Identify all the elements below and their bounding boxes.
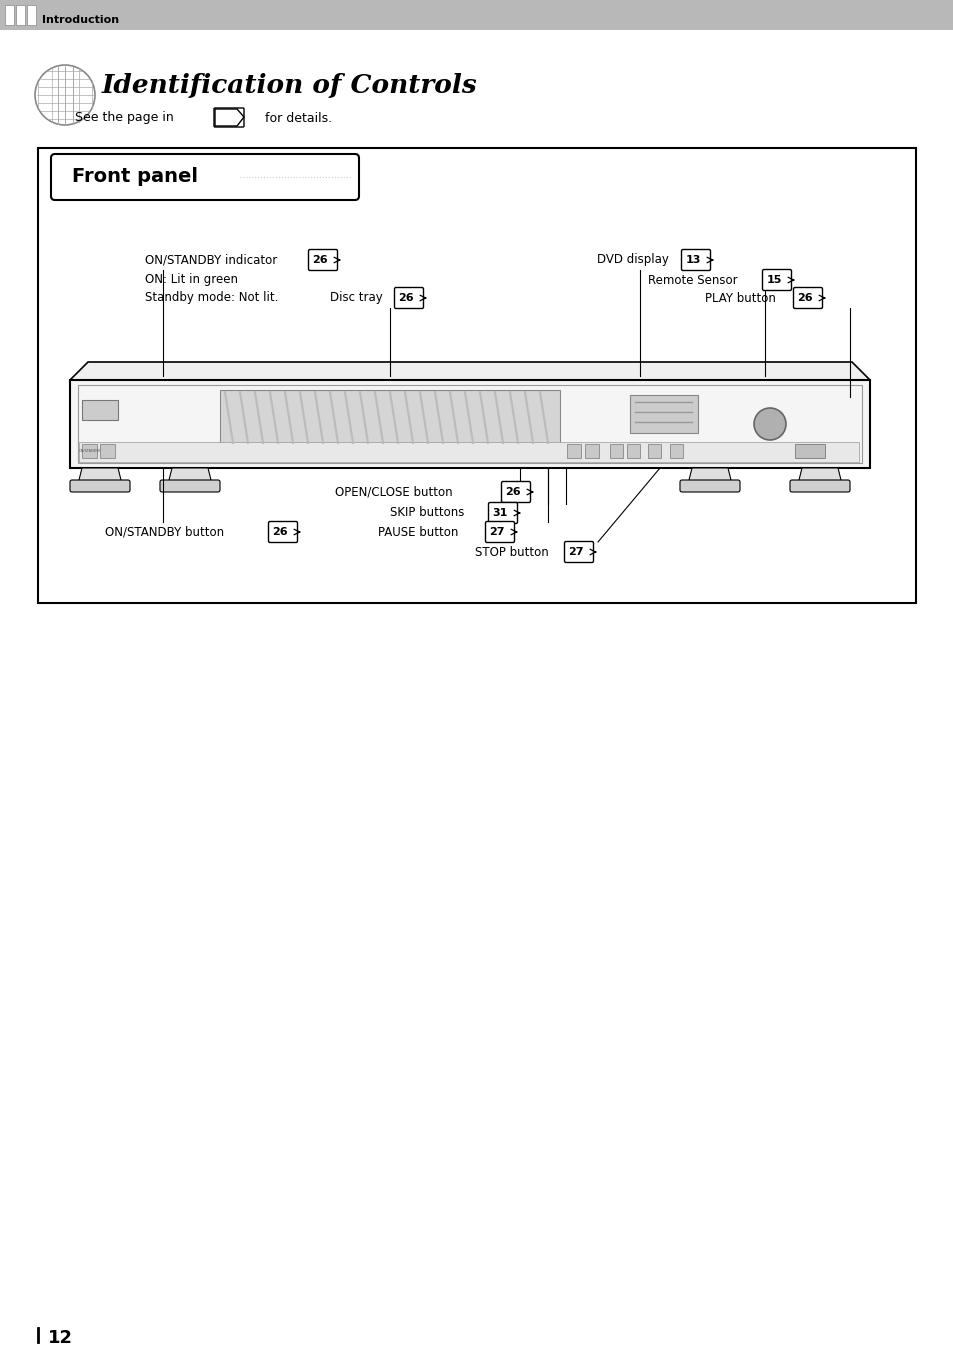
Text: 15: 15 xyxy=(765,274,781,285)
Text: 27: 27 xyxy=(489,527,504,537)
Bar xyxy=(626,443,639,458)
Polygon shape xyxy=(78,468,122,484)
Circle shape xyxy=(753,408,785,439)
FancyBboxPatch shape xyxy=(564,542,593,562)
Bar xyxy=(79,442,858,462)
Bar xyxy=(669,443,682,458)
Text: Introduction: Introduction xyxy=(42,15,119,24)
Text: See the page in: See the page in xyxy=(75,111,173,124)
Bar xyxy=(609,443,622,458)
FancyBboxPatch shape xyxy=(501,481,530,503)
FancyBboxPatch shape xyxy=(70,480,130,492)
Bar xyxy=(220,389,559,445)
Bar xyxy=(100,443,115,458)
FancyBboxPatch shape xyxy=(395,288,423,308)
FancyBboxPatch shape xyxy=(160,480,220,492)
FancyBboxPatch shape xyxy=(679,480,740,492)
Bar xyxy=(70,380,869,468)
Text: ON/STANDBY button: ON/STANDBY button xyxy=(105,526,224,538)
Bar xyxy=(0,0,953,30)
Polygon shape xyxy=(797,468,841,484)
Bar xyxy=(78,385,862,462)
Text: 26: 26 xyxy=(312,256,328,265)
Text: STOP button: STOP button xyxy=(475,545,548,558)
Bar xyxy=(566,443,580,458)
Bar xyxy=(794,443,824,458)
Bar xyxy=(647,443,660,458)
Bar xyxy=(82,400,118,420)
Polygon shape xyxy=(214,110,244,126)
Text: OPEN/CLOSE button: OPEN/CLOSE button xyxy=(335,485,452,499)
Text: 26: 26 xyxy=(397,293,414,303)
Text: for details.: for details. xyxy=(265,111,332,124)
Text: 26: 26 xyxy=(797,293,812,303)
Text: 26: 26 xyxy=(505,487,520,498)
FancyBboxPatch shape xyxy=(793,288,821,308)
Text: 31: 31 xyxy=(492,508,507,518)
Text: ON: Lit in green: ON: Lit in green xyxy=(145,273,237,287)
FancyBboxPatch shape xyxy=(789,480,849,492)
Circle shape xyxy=(35,65,95,124)
FancyBboxPatch shape xyxy=(51,154,358,200)
FancyBboxPatch shape xyxy=(308,250,337,270)
Text: PLAY button: PLAY button xyxy=(704,292,775,304)
Text: 13: 13 xyxy=(684,256,700,265)
Text: Remote Sensor: Remote Sensor xyxy=(647,273,737,287)
Bar xyxy=(82,443,97,458)
Text: Identification of Controls: Identification of Controls xyxy=(102,73,477,97)
Text: ON/STANDBY indicator: ON/STANDBY indicator xyxy=(145,254,277,266)
Text: DVD display: DVD display xyxy=(597,254,668,266)
Bar xyxy=(16,5,25,24)
Text: PAUSE button: PAUSE button xyxy=(377,526,457,538)
Text: 12: 12 xyxy=(48,1329,73,1347)
Polygon shape xyxy=(687,468,731,484)
Text: Front panel: Front panel xyxy=(71,168,198,187)
Bar xyxy=(27,5,36,24)
Polygon shape xyxy=(70,362,869,380)
Text: ON/STANDBY: ON/STANDBY xyxy=(78,449,101,453)
Text: Standby mode: Not lit.: Standby mode: Not lit. xyxy=(145,292,278,304)
FancyBboxPatch shape xyxy=(680,250,710,270)
FancyBboxPatch shape xyxy=(268,522,297,542)
Bar xyxy=(5,5,14,24)
Bar xyxy=(629,395,698,433)
Bar xyxy=(38,147,915,603)
Text: 27: 27 xyxy=(568,548,583,557)
FancyBboxPatch shape xyxy=(485,522,514,542)
FancyBboxPatch shape xyxy=(488,503,517,523)
Bar xyxy=(584,443,598,458)
Text: Disc tray: Disc tray xyxy=(330,292,382,304)
Text: 26: 26 xyxy=(272,527,288,537)
Text: SKIP buttons: SKIP buttons xyxy=(390,507,464,519)
FancyBboxPatch shape xyxy=(761,269,791,291)
FancyBboxPatch shape xyxy=(213,108,244,127)
Polygon shape xyxy=(168,468,212,484)
